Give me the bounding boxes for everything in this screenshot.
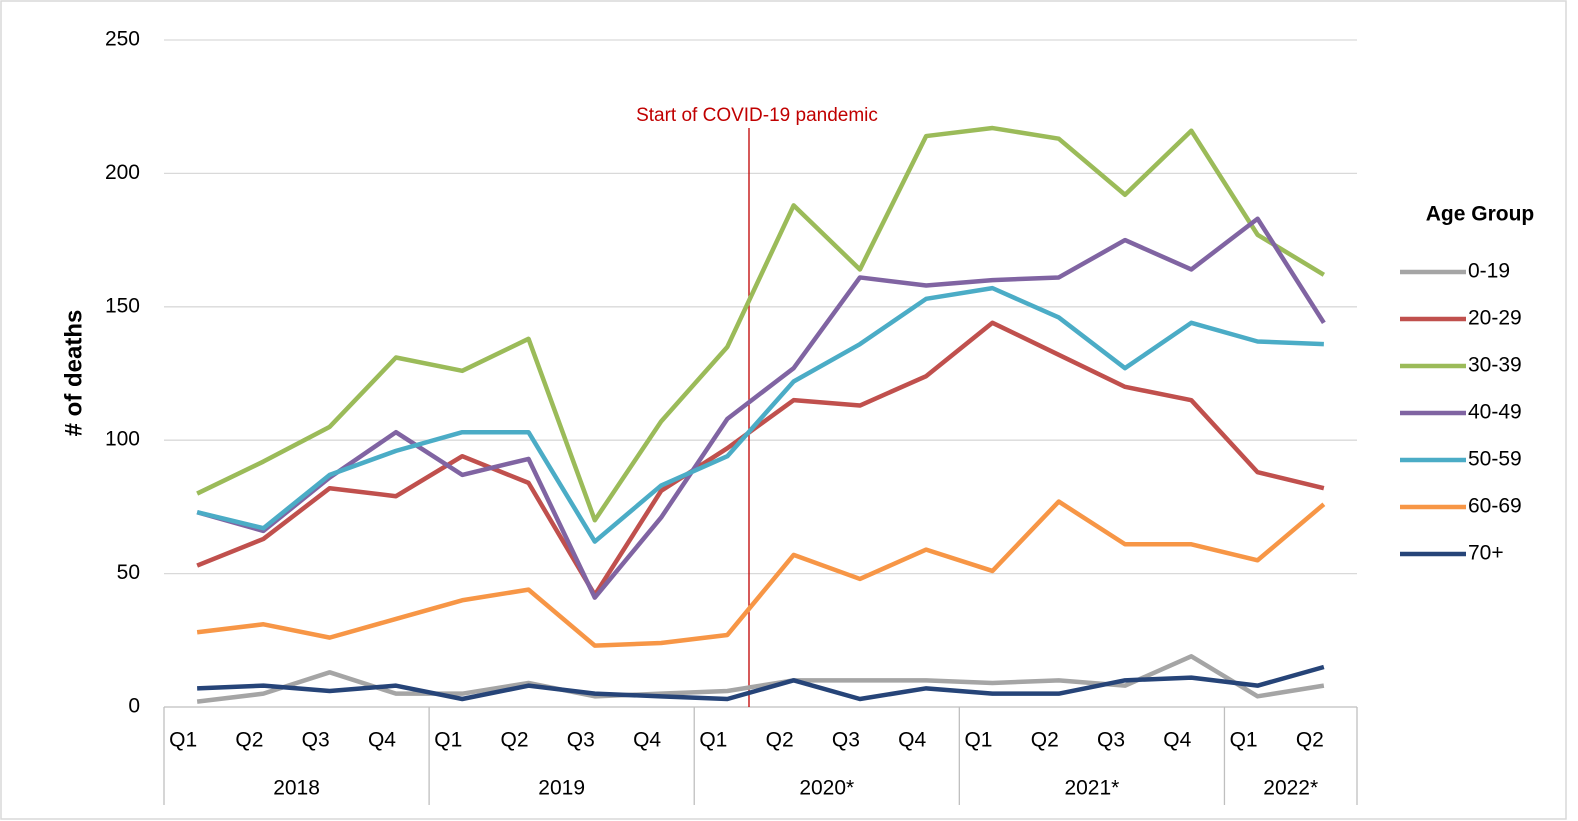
series-line (196, 285, 1324, 544)
x-tick-label: Q4 (1163, 729, 1191, 752)
group-label: 2022* (1263, 777, 1318, 800)
annotation-text: Start of COVID-19 pandemic (636, 105, 878, 126)
series-line (196, 216, 1326, 600)
x-tick-label: Q1 (434, 729, 462, 752)
legend-label: 40-49 (1468, 401, 1522, 424)
x-tick-label: Q2 (1031, 729, 1059, 752)
group-label: 2020* (799, 777, 854, 800)
y-tick-label: 200 (105, 161, 140, 184)
y-tick-label: 150 (105, 294, 140, 317)
legend-label: 30-39 (1468, 354, 1522, 377)
y-axis-label: # of deaths (60, 310, 87, 437)
x-tick-label: Q1 (699, 729, 727, 752)
x-tick-label: Q1 (964, 729, 992, 752)
x-tick-label: Q2 (766, 729, 794, 752)
x-tick-label: Q1 (169, 729, 197, 752)
group-label: 2021* (1064, 777, 1119, 800)
series-line (196, 125, 1326, 523)
x-tick-label: Q4 (633, 729, 661, 752)
x-tick-label: Q2 (235, 729, 263, 752)
legend-label: 20-29 (1468, 307, 1522, 330)
series-line (197, 664, 1325, 702)
x-tick-label: Q2 (1296, 729, 1324, 752)
legend-label: 70+ (1468, 542, 1504, 565)
y-tick-label: 250 (105, 28, 140, 51)
y-tick-label: 0 (128, 695, 140, 718)
series-line (196, 499, 1326, 648)
x-tick-label: Q3 (1097, 729, 1125, 752)
x-tick-label: Q3 (832, 729, 860, 752)
x-tick-label: Q3 (302, 729, 330, 752)
legend-label: 50-59 (1468, 448, 1522, 471)
series-line (196, 320, 1325, 598)
x-tick-label: Q3 (567, 729, 595, 752)
y-tick-label: 50 (117, 561, 140, 584)
x-tick-label: Q1 (1230, 729, 1258, 752)
legend-label: 0-19 (1468, 260, 1510, 283)
legend-label: 60-69 (1468, 495, 1522, 518)
y-tick-label: 100 (105, 428, 140, 451)
group-label: 2019 (538, 777, 585, 800)
x-tick-label: Q4 (368, 729, 396, 752)
x-tick-label: Q4 (898, 729, 926, 752)
x-tick-label: Q2 (501, 729, 529, 752)
legend-title: Age Group (1426, 203, 1535, 226)
group-label: 2018 (273, 777, 320, 800)
